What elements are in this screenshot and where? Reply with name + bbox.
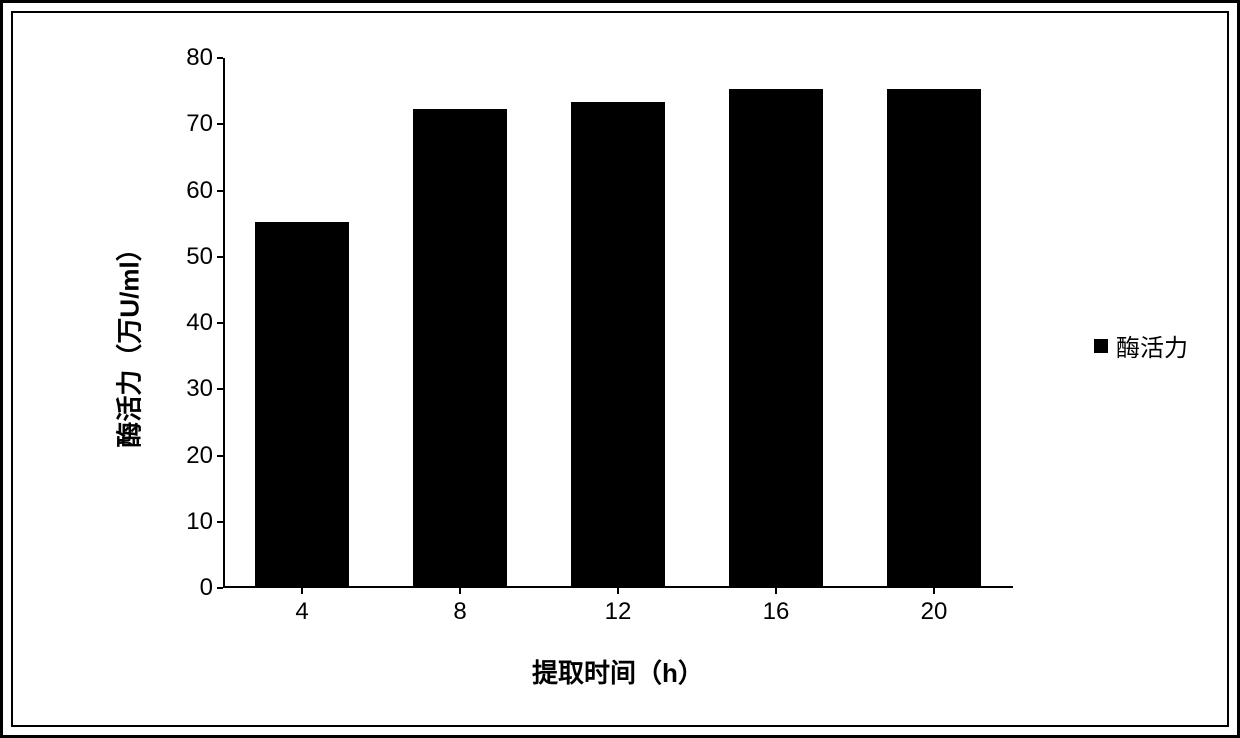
bar [255,222,350,586]
y-tick-mark [217,455,223,457]
x-tick-label: 20 [921,598,948,626]
plot-area: 0102030405060708048121620 [223,58,1013,588]
x-axis-title: 提取时间（h） [532,653,704,690]
bar [887,89,982,586]
y-tick-mark [217,123,223,125]
x-tick-label: 4 [295,598,308,626]
x-tick-mark [459,588,461,594]
y-tick-mark [217,256,223,258]
x-tick-mark [617,588,619,594]
y-tick-mark [217,57,223,59]
bar-chart: 酶活力（万U/ml） 提取时间（h） 010203040506070804812… [123,43,1213,703]
chart-outer-frame: 酶活力（万U/ml） 提取时间（h） 010203040506070804812… [0,0,1240,738]
legend-label: 酶活力 [1116,328,1188,363]
y-tick-label: 80 [186,44,213,72]
y-tick-mark [217,190,223,192]
chart-legend: 酶活力 [1094,328,1188,363]
y-tick-mark [217,322,223,324]
y-tick-label: 30 [186,375,213,403]
y-tick-label: 40 [186,309,213,337]
x-tick-mark [933,588,935,594]
y-axis-title: 酶活力（万U/ml） [110,235,147,447]
y-tick-label: 70 [186,110,213,138]
y-tick-mark [217,521,223,523]
chart-inner-frame: 酶活力（万U/ml） 提取时间（h） 010203040506070804812… [11,11,1229,727]
y-tick-label: 60 [186,177,213,205]
bar [413,109,508,586]
bar [571,102,666,586]
y-tick-label: 10 [186,508,213,536]
x-tick-label: 12 [605,598,632,626]
y-tick-mark [217,388,223,390]
x-tick-mark [775,588,777,594]
x-tick-label: 16 [763,598,790,626]
bar [729,89,824,586]
y-tick-label: 0 [200,574,213,602]
legend-marker [1094,339,1108,353]
x-tick-mark [301,588,303,594]
y-axis-line [223,58,225,588]
y-tick-mark [217,587,223,589]
x-tick-label: 8 [453,598,466,626]
y-tick-label: 50 [186,243,213,271]
y-tick-label: 20 [186,442,213,470]
